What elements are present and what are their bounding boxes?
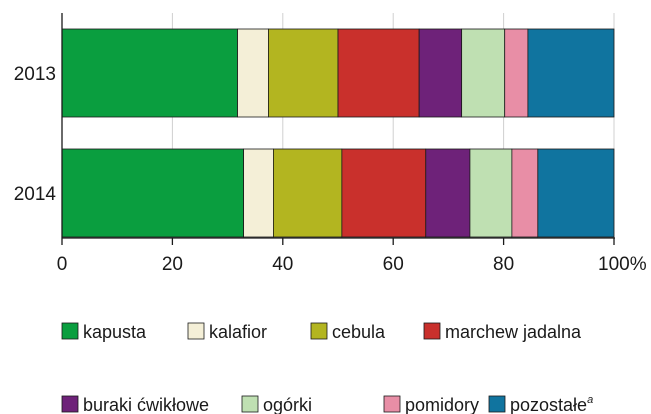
legend-item-ogorki: ogórki xyxy=(241,395,312,414)
bar-2014-ogorki xyxy=(469,148,513,238)
bar-2013-ogorki xyxy=(461,28,506,118)
legend-label-pozostale: pozostałea xyxy=(510,394,593,414)
legend-item-kapusta: kapusta xyxy=(61,322,147,342)
legend-label-ogorki: ogórki xyxy=(263,395,312,414)
legend-swatch-kapusta xyxy=(61,322,79,340)
bar-2013-buraki-cwiklowe xyxy=(418,28,463,118)
x-tick-label-100: 100% xyxy=(598,254,647,275)
bar-2013-pozostale xyxy=(527,28,615,118)
x-tick-label-80: 80 xyxy=(493,254,514,275)
bar-2014-kapusta xyxy=(61,148,245,238)
x-axis: 0 20 40 60 80 100% xyxy=(57,13,647,275)
bar-2013-marchew-jadalna xyxy=(337,28,420,118)
bar-2014-kalafior xyxy=(243,148,274,238)
x-tick-label-0: 0 xyxy=(57,254,68,275)
legend-item-cebula: cebula xyxy=(310,322,386,342)
legend-superscript: a xyxy=(587,394,593,406)
bar-2013-kalafior xyxy=(237,28,269,118)
bar-2014-marchew-jadalna xyxy=(341,148,427,238)
legend-swatch-pozostale xyxy=(488,395,506,413)
legend-item-pomidory: pomidory xyxy=(383,395,479,414)
legend-item-marchew-jadalna: marchew jadalna xyxy=(423,322,582,342)
bars xyxy=(61,28,615,238)
legend-label-cebula: cebula xyxy=(332,322,386,342)
bar-2013-kapusta xyxy=(61,28,238,118)
bar-2014-buraki-cwiklowe xyxy=(425,148,471,238)
bar-2014-pomidory xyxy=(511,148,539,238)
bar-2013-pomidory xyxy=(504,28,529,118)
legend: kapusta kalafior cebula marchew jadalna bura… xyxy=(61,322,593,414)
category-label-2014: 2014 xyxy=(14,184,57,205)
legend-swatch-pomidory xyxy=(383,395,401,413)
legend-item-buraki-cwiklowe: buraki ćwikłowe xyxy=(61,395,209,414)
x-tick-label-40: 40 xyxy=(272,254,293,275)
legend-label-kalafior: kalafior xyxy=(209,322,267,342)
x-tick-label-60: 60 xyxy=(383,254,404,275)
bar-2014-cebula xyxy=(273,148,343,238)
legend-swatch-ogorki xyxy=(241,395,259,413)
bar-2013-cebula xyxy=(268,28,339,118)
legend-label-marchew-jadalna: marchew jadalna xyxy=(445,322,582,342)
legend-label-buraki-cwiklowe: buraki ćwikłowe xyxy=(83,395,209,414)
legend-swatch-kalafior xyxy=(187,322,205,340)
bar-2014-pozostale xyxy=(537,148,615,238)
legend-item-pozostale: pozostałea xyxy=(488,394,593,414)
x-tick-label-20: 20 xyxy=(162,254,183,275)
legend-swatch-marchew-jadalna xyxy=(423,322,441,340)
legend-label-kapusta: kapusta xyxy=(83,322,147,342)
category-labels: 2013 2014 xyxy=(14,64,57,205)
legend-swatch-cebula xyxy=(310,322,328,340)
legend-item-kalafior: kalafior xyxy=(187,322,267,342)
legend-swatch-buraki-cwiklowe xyxy=(61,395,79,413)
category-label-2013: 2013 xyxy=(14,64,56,85)
legend-label-pomidory: pomidory xyxy=(405,395,479,414)
